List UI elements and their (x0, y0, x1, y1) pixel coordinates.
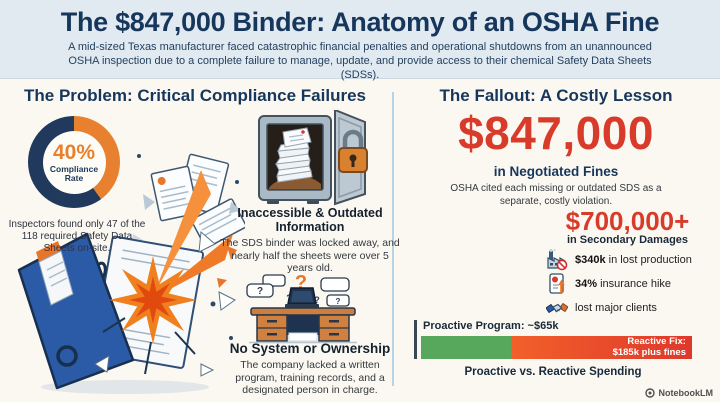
donut-value: 40% (52, 141, 96, 164)
spending-chart-caption: Proactive vs. Reactive Spending (464, 366, 642, 378)
reactive-label-line2: $185k plus fines (612, 346, 686, 358)
no-system-body: The company lacked a written program, tr… (235, 359, 385, 397)
reactive-bar-segment: Reactive Fix: $185k plus fines (511, 336, 692, 359)
inaccessible-body: The SDS binder was locked away, and near… (220, 237, 400, 275)
problem-panel-title: The Problem: Critical Compliance Failure… (24, 86, 366, 105)
handshake-icon (546, 302, 568, 313)
watermark-label: NotebookLM (658, 388, 714, 398)
bullet-text: insurance hike (597, 277, 672, 290)
secondary-damages-amount: $700,000+ (565, 206, 690, 236)
locked-safe-icon (258, 110, 368, 206)
desk-question-marks-illustration: ? ? ? ? ? (246, 272, 357, 344)
donut-label-line1: Compliance (49, 164, 99, 174)
bullet-value: $340k (575, 253, 606, 266)
svg-text:?: ? (336, 297, 341, 306)
inaccessible-heading: Inaccessible & Outdated Information (237, 206, 383, 235)
no-system-heading: No System or Ownership (229, 341, 391, 356)
svg-text:?: ? (257, 286, 263, 297)
panel-divider (392, 92, 394, 386)
spending-bar: Reactive Fix: $185k plus fines (421, 336, 692, 359)
secondary-damages-list: $340k in lost production 34% insurance h… (546, 248, 692, 321)
donut-caption: Inspectors found only 47 of the 118 requ… (8, 219, 146, 254)
factory-icon (547, 248, 568, 270)
proactive-bar-segment (421, 336, 512, 359)
insurance-document-icon (549, 272, 565, 294)
bullet-text: lost major clients (575, 301, 657, 314)
page-subtitle: A mid-sized Texas manufacturer faced cat… (68, 41, 652, 81)
fine-caption: OSHA cited each missing or outdated SDS … (450, 183, 662, 207)
proactive-label: Proactive Program: ~$65k (423, 320, 559, 332)
reactive-label-line1: Reactive Fix: (627, 335, 686, 347)
fine-amount: $847,000 (458, 107, 654, 159)
notebooklm-watermark: NotebookLM (644, 388, 714, 398)
fallout-panel-title: The Fallout: A Costly Lesson (439, 86, 673, 105)
bullet-value: 34% (575, 277, 598, 290)
secondary-damages-label: in Secondary Damages (566, 234, 689, 246)
list-item: 34% insurance hike (546, 272, 692, 294)
bullet-text: in lost production (605, 253, 692, 266)
header: The $847,000 Binder: Anatomy of an OSHA … (0, 0, 720, 81)
svg-text:?: ? (314, 295, 320, 305)
compliance-donut-chart: 40% Compliance Rate (28, 116, 120, 208)
list-item: lost major clients (546, 297, 692, 318)
page-title: The $847,000 Binder: Anatomy of an OSHA … (60, 7, 660, 37)
list-item: $340k in lost production (546, 248, 692, 270)
exploding-binder-illustration (17, 153, 245, 394)
donut-label-line2: Rate (64, 172, 84, 183)
spending-chart: Proactive Program: ~$65k Reactive Fix: $… (414, 320, 692, 378)
notebooklm-logo-icon (644, 388, 655, 398)
fine-label: in Negotiated Fines (493, 164, 619, 179)
